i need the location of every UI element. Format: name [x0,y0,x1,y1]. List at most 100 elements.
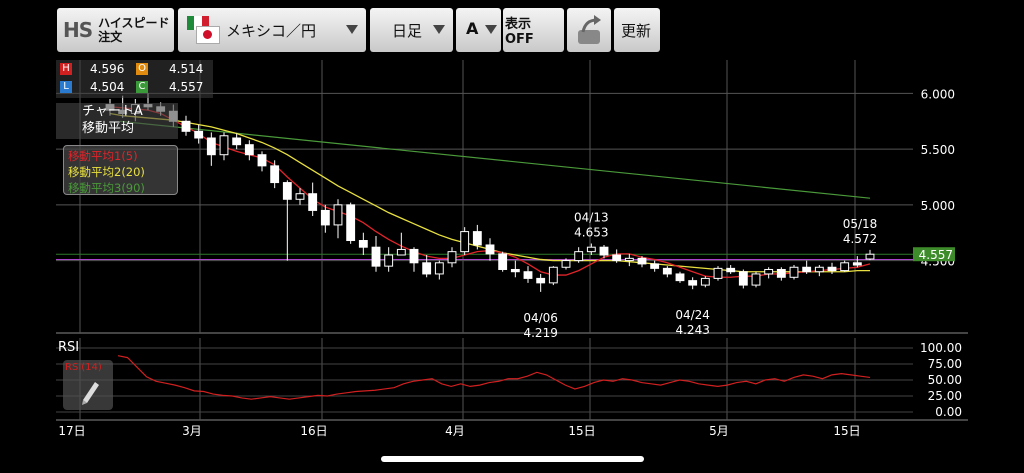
chevron-down-icon [485,25,497,34]
close-value: 4.557 [169,80,204,94]
ma2-label: 移動平均2(20) [68,165,145,179]
candle-body [624,257,634,262]
annotation-date: 04/13 [574,211,609,225]
candle-body [333,204,343,226]
candle-body [599,246,609,256]
candle-body [612,254,622,262]
candle-body [789,266,799,278]
candle-body [713,267,723,279]
candle-body [194,130,204,139]
candle-body [270,165,280,184]
candle-body [738,271,748,286]
high-value: 4.596 [90,62,125,76]
y-tick-label: 6.000 [921,87,955,101]
current-price-tag [913,247,955,262]
low-badge: L [60,81,72,93]
indicator-name: 移動平均 [82,121,135,136]
chart-select-label: A [466,19,479,38]
candle-body [409,248,419,264]
candle-body [219,135,229,156]
speed-order-line1: ハイスピード [98,16,170,30]
refresh-label: 更新 [621,21,652,40]
x-tick-label: 5月 [709,424,729,438]
y-tick-label: 5.000 [921,199,955,213]
candle-body [561,260,571,268]
ma-legend[interactable]: 移動平均1(5) 移動平均2(20) 移動平均3(90) [63,145,178,195]
share-icon [578,15,601,44]
x-tick-label: 4月 [445,424,465,438]
candle-body [726,267,736,273]
candle-body [536,277,546,284]
candle-body [675,273,685,282]
chevron-down-icon [433,25,445,34]
annotation-price: 4.243 [675,323,709,337]
display-off-label: 表示 OFF [505,17,534,47]
timeframe-select[interactable]: 日足 [370,8,453,52]
pencil-icon [82,382,99,405]
x-tick-label: 3月 [182,424,202,438]
low-value: 4.504 [90,80,125,94]
rsi-legend-label: RSI(14) [65,362,102,373]
candle-body [586,246,596,253]
candle-body [434,262,444,275]
candle-body [840,262,850,272]
candle-body [206,137,216,156]
annotation-date: 05/18 [843,217,878,231]
chart-select[interactable]: A [456,8,501,52]
candle-body [827,266,837,272]
currency-pair-select[interactable]: メキシコ／円 [178,8,366,52]
refresh-button[interactable]: 更新 [614,8,660,52]
candle-body [498,253,508,270]
candle-body [700,277,710,286]
candle-body [865,253,875,260]
candle-body [295,193,305,200]
candle-body [510,268,520,273]
candle-body [384,254,394,267]
candle-body [776,268,786,278]
rsi-y-tick-label: 100.00 [920,341,962,355]
candle-body [574,251,584,262]
speed-order-line2: 注文 [98,30,123,44]
candle-body [662,267,672,275]
candle-body [650,263,660,269]
candle-body [472,231,482,246]
ma3-line [119,120,871,199]
currency-pair-label: メキシコ／円 [226,22,317,40]
chart-name: チャートA [82,104,143,119]
candle-body [396,248,406,256]
hs-logo: HS [63,18,93,42]
x-tick-label: 15日 [568,424,595,438]
candle-body [802,266,812,273]
annotation-date: 04/06 [523,311,558,325]
candle-body [244,144,254,156]
chevron-down-icon [346,25,358,34]
hs-speed-order-button[interactable]: HS ハイスピード 注文 [57,8,174,52]
high-badge: H [60,63,72,75]
candle-body [232,137,242,146]
rsi-legend[interactable]: RSI(14) [63,360,113,410]
candle-body [320,209,330,226]
share-button[interactable] [567,8,611,52]
rsi-y-tick-label: 25.00 [928,389,962,403]
ma3-label: 移動平均3(90) [68,181,145,195]
display-off-button[interactable]: 表示 OFF [503,8,564,52]
annotation-price: 4.219 [523,326,557,340]
mexico-flag-icon [187,16,209,30]
annotation-price: 4.653 [574,226,608,240]
open-badge: O [136,63,148,75]
home-indicator[interactable] [381,456,644,462]
chart-legend-header[interactable]: チャートA 移動平均 [56,103,178,139]
candle-body [751,273,761,286]
open-value: 4.514 [169,62,204,76]
rsi-line [117,355,871,400]
ohlc-panel: H 4.596 O 4.514 L 4.504 C 4.557 [56,60,213,98]
annotation-price: 4.572 [843,232,877,246]
current-price-value: 4.557 [919,248,953,262]
annotation-date: 04/24 [675,308,710,322]
japan-flag-icon [196,26,220,44]
candle-body [764,268,774,275]
candle-body [814,266,824,273]
timeframe-label: 日足 [392,22,423,40]
candle-body [346,204,356,242]
